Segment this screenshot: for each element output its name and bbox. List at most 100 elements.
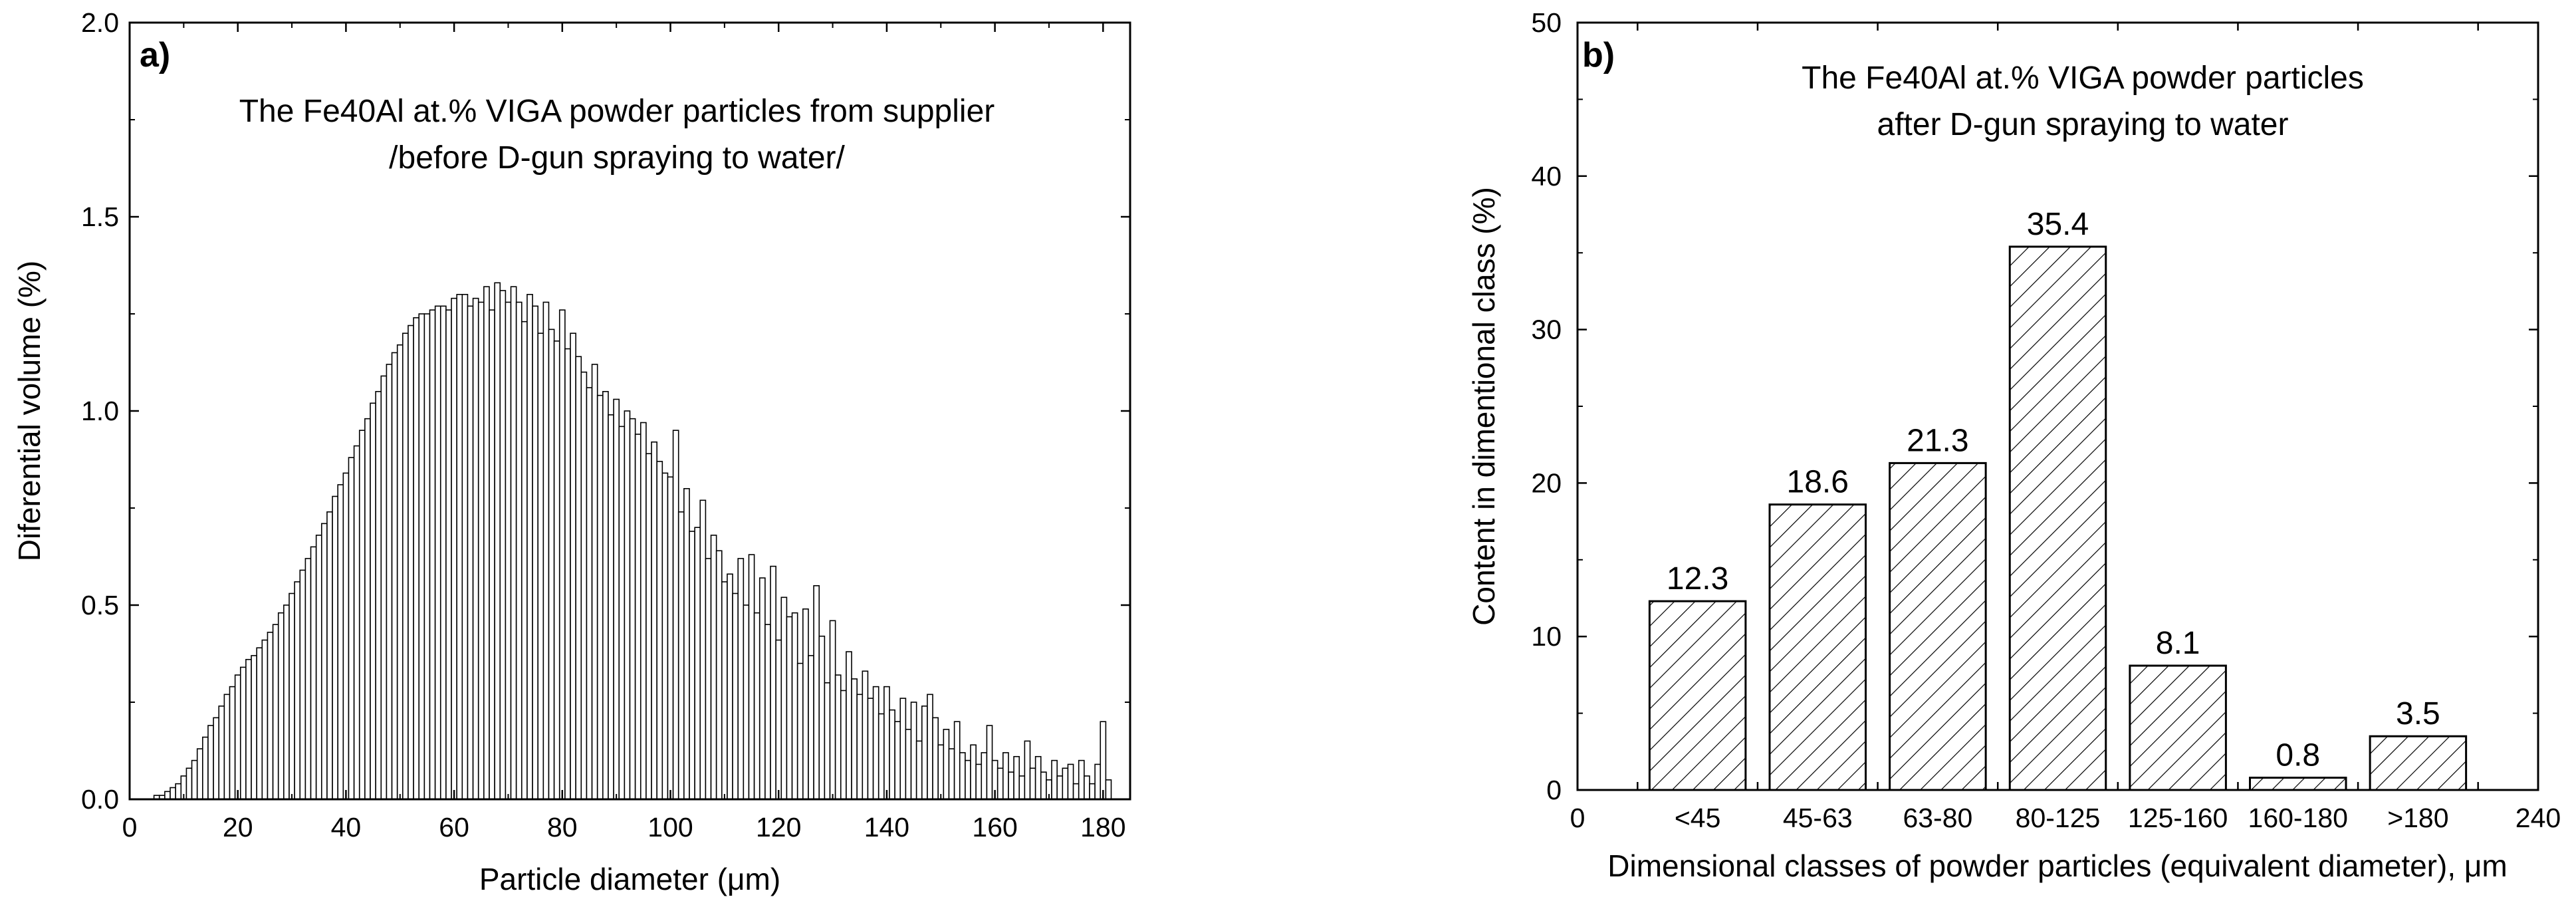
panel-a-bar	[527, 293, 533, 800]
panel-a-x-tick-label: 180	[1080, 812, 1125, 843]
panel-a-bar	[575, 356, 582, 800]
panel-a-bar	[808, 655, 814, 800]
panel-a-bar	[791, 612, 798, 800]
panel-b-bar	[2129, 664, 2227, 791]
panel-b-chart: <45 45-63 63-80 80-125 125-160 160-180 >180 0 24…	[1466, 7, 2561, 883]
panel-a-bar	[721, 581, 728, 800]
panel-a-x-tick-label: 80	[547, 812, 578, 843]
panel-a-y-tick-label: 0.5	[81, 590, 119, 620]
panel-a-bar	[370, 402, 376, 800]
panel-a-bar	[348, 457, 355, 800]
panel-a-bar	[234, 674, 241, 800]
panel-a-bar	[467, 305, 474, 800]
panel-a-bar	[889, 709, 895, 800]
panel-b-bar	[1768, 503, 1867, 791]
panel-a-bar	[953, 721, 961, 800]
panel-a-bar	[1056, 775, 1064, 800]
panel-a-bar	[418, 313, 425, 800]
panel-a-bar	[358, 430, 366, 800]
panel-a-bar	[423, 313, 431, 800]
panel-a-bar	[515, 301, 523, 800]
panel-a-bar	[1094, 763, 1102, 800]
panel-b-bar	[2008, 245, 2107, 791]
panel-a-bar	[510, 286, 517, 800]
panel-a-bar	[337, 484, 344, 800]
panel-a-bar	[196, 748, 203, 800]
panel-a-bar	[548, 328, 555, 800]
panel-b-y-tick-label: 30	[1531, 315, 1562, 345]
panel-a-bar	[558, 309, 566, 800]
panel-a-bar	[910, 702, 917, 800]
panel-a-bar	[737, 558, 745, 800]
panel-a-bar	[202, 736, 209, 800]
panel-a-bar	[386, 364, 393, 800]
panel-a-bar	[239, 666, 247, 800]
panel-a-bar	[770, 565, 776, 800]
panel-a-bar	[1040, 771, 1047, 800]
panel-a-bar	[304, 558, 312, 800]
panel-a-bar	[608, 414, 614, 800]
panel-b-bar	[2249, 777, 2347, 791]
panel-a-bar	[1062, 767, 1069, 800]
panel-a-bar	[456, 293, 463, 800]
panel-b-data-label: 21.3	[1907, 423, 1968, 458]
panel-a-bar	[624, 410, 631, 800]
panel-a-bar	[705, 558, 712, 800]
panel-a-bar	[780, 596, 788, 800]
panel-a-bar	[245, 658, 252, 800]
panel-b-category-label: 160-180	[2248, 803, 2348, 833]
panel-a-bar	[656, 461, 663, 800]
panel-a-bar	[580, 371, 588, 800]
panel-a-y-tick-label: 0.0	[81, 784, 119, 815]
panel-b-data-label: 8.1	[2156, 626, 2200, 661]
panel-a-bar	[937, 744, 945, 800]
panel-a-bar	[932, 717, 939, 800]
panel-a-bar	[251, 655, 257, 800]
panel-a-ticks	[128, 21, 1130, 801]
panel-a-bar	[223, 694, 231, 800]
panel-b-data-label: 12.3	[1667, 561, 1728, 596]
panel-a-bar	[862, 670, 869, 800]
panel-a-bar	[434, 305, 441, 800]
panel-b-y-tick-label: 40	[1531, 161, 1562, 192]
panel-a-x-tick-label: 0	[122, 812, 138, 843]
panel-a-bar	[391, 352, 398, 800]
panel-a-tick-labels: 0 20 40 60 80 100 120 140 160 180 0.0 0.5 1.0 1.5 2.0	[81, 7, 1126, 843]
panel-a-bar	[483, 286, 490, 800]
panel-a-bar	[256, 647, 263, 800]
panel-a-y-axis-title: Diferential volume (%)	[12, 261, 47, 561]
panel-a-x-tick-label: 100	[647, 812, 693, 843]
panel-b-bar	[2369, 735, 2468, 791]
panel-a-bar	[505, 301, 512, 800]
panel-a-bar	[796, 662, 804, 800]
panel-b-bars	[1648, 245, 2468, 791]
panel-b-data-label: 35.4	[2027, 207, 2089, 242]
panel-a-bar	[732, 592, 739, 800]
panel-a-bar	[786, 616, 793, 800]
panel-a-bar	[315, 535, 322, 800]
panel-b-tick-labels: <45 45-63 63-80 80-125 125-160 160-180 >180 0 24…	[1531, 7, 2561, 833]
panel-b-label: b)	[1582, 36, 1615, 74]
panel-a-bar	[532, 305, 539, 800]
panel-a-y-tick-label: 1.5	[81, 201, 119, 232]
panel-a-bar	[996, 767, 1004, 800]
panel-a-bar	[1067, 763, 1074, 800]
panel-a-title-line-2: /before D-gun spraying to water/	[389, 140, 845, 176]
panel-a-bar	[867, 698, 874, 800]
panel-a-bar	[640, 422, 647, 800]
panel-a-bar	[672, 430, 679, 800]
panel-b-y-tick-label: 10	[1531, 621, 1562, 652]
panel-a-bar	[699, 499, 707, 800]
panel-a-bar	[715, 550, 723, 800]
panel-a-bar	[586, 387, 593, 800]
panel-a-bar	[489, 309, 495, 800]
panel-a-x-tick-label: 120	[756, 812, 801, 843]
panel-a-bar	[1089, 783, 1096, 800]
panel-a-bar	[872, 686, 879, 800]
panel-a-x-tick-label: 140	[864, 812, 909, 843]
panel-b-data-label: 0.8	[2276, 738, 2320, 773]
panel-a-bar	[759, 577, 766, 800]
panel-b-y-tick-label: 50	[1531, 7, 1562, 38]
panel-a-bar	[451, 297, 457, 800]
